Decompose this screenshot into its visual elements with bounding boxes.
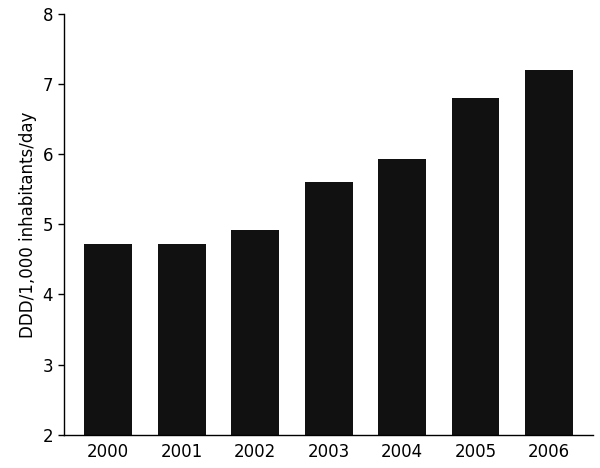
Bar — [305, 182, 353, 435]
Bar — [452, 98, 499, 435]
Bar — [525, 70, 573, 435]
Bar — [378, 159, 426, 435]
Bar — [158, 244, 206, 435]
Bar — [232, 230, 279, 435]
Y-axis label: DDD/1,000 inhabitants/day: DDD/1,000 inhabitants/day — [19, 111, 37, 337]
Bar — [85, 244, 132, 435]
